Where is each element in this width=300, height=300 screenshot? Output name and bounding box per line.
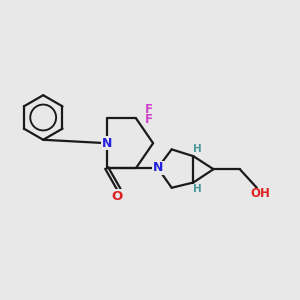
Text: O: O	[112, 190, 123, 203]
Text: N: N	[101, 137, 112, 150]
Text: F: F	[145, 103, 153, 116]
Text: OH: OH	[250, 187, 271, 200]
Text: F: F	[145, 113, 153, 127]
Text: H: H	[193, 184, 202, 194]
Text: H: H	[193, 144, 202, 154]
Text: N: N	[153, 161, 163, 175]
